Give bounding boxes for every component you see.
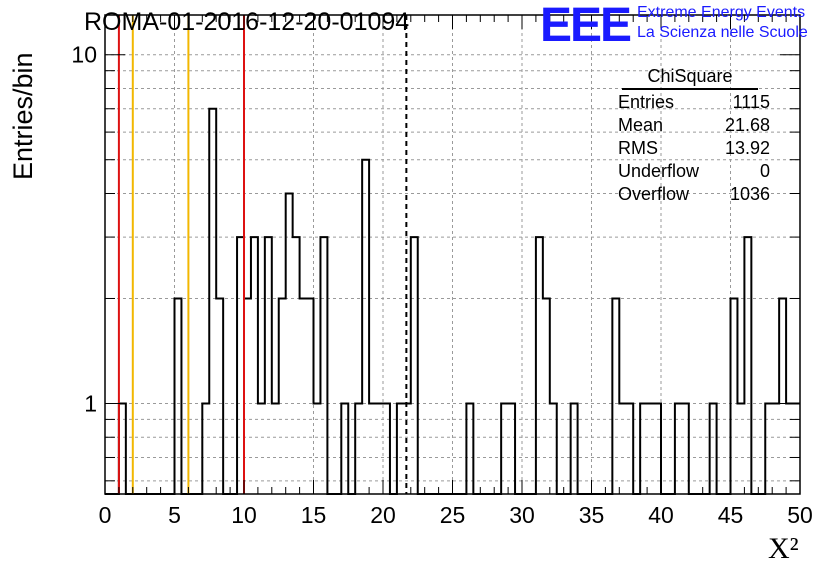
x-tick-label: 15	[301, 502, 327, 528]
x-tick-label: 40	[648, 502, 674, 528]
stats-title: ChiSquare	[622, 66, 758, 90]
stat-label: Mean	[618, 115, 664, 135]
x-tick-label: 35	[579, 502, 605, 528]
x-tick-label: 20	[370, 502, 396, 528]
logo-line-1: Extreme Energy Events	[637, 4, 806, 21]
stat-label: Underflow	[618, 161, 700, 181]
stat-value: 21.68	[724, 115, 770, 135]
x-tick-label: 50	[787, 502, 813, 528]
stat-label: Entries	[618, 92, 675, 112]
stat-value: 1036	[729, 184, 770, 204]
stat-label: Overflow	[618, 184, 690, 204]
x-tick-label: 0	[99, 502, 112, 528]
y-axis-label: Entries/bin	[8, 52, 38, 180]
eee-logo-mark: EEE	[540, 0, 632, 52]
stat-row: RMS 13.92	[610, 137, 770, 160]
x-tick-label: 30	[509, 502, 535, 528]
x-tick-label: 25	[440, 502, 466, 528]
stats-box: ChiSquare Entries 1115 Mean 21.68 RMS 13…	[610, 66, 770, 206]
reference-lines	[117, 15, 408, 494]
histogram-title: ROMA-01-2016-12-20-01094	[84, 8, 410, 36]
grid	[105, 15, 800, 494]
logo-line-2: La Scienza nelle Scuole	[637, 24, 808, 41]
stat-row: Mean 21.68	[610, 114, 770, 137]
stat-row: Overflow 1036	[610, 183, 770, 206]
stat-row: Entries 1115	[610, 91, 770, 114]
stat-value: 13.92	[724, 138, 770, 158]
x-tick-label: 5	[168, 502, 181, 528]
stat-value: 1115	[732, 92, 770, 112]
y-tick-label: 10	[71, 42, 97, 68]
stat-row: Underflow 0	[610, 160, 770, 183]
x-axis-label: X²	[768, 532, 799, 565]
stat-label: RMS	[618, 138, 658, 158]
x-tick-label: 10	[231, 502, 257, 528]
y-tick-label: 1	[84, 390, 97, 416]
stat-value: 0	[759, 161, 770, 181]
tick-labels: 0 5 10 15 20 25 30 35 40 45 50 1 10	[71, 42, 812, 528]
axis-ticks	[104, 15, 801, 494]
x-tick-label: 45	[718, 502, 744, 528]
